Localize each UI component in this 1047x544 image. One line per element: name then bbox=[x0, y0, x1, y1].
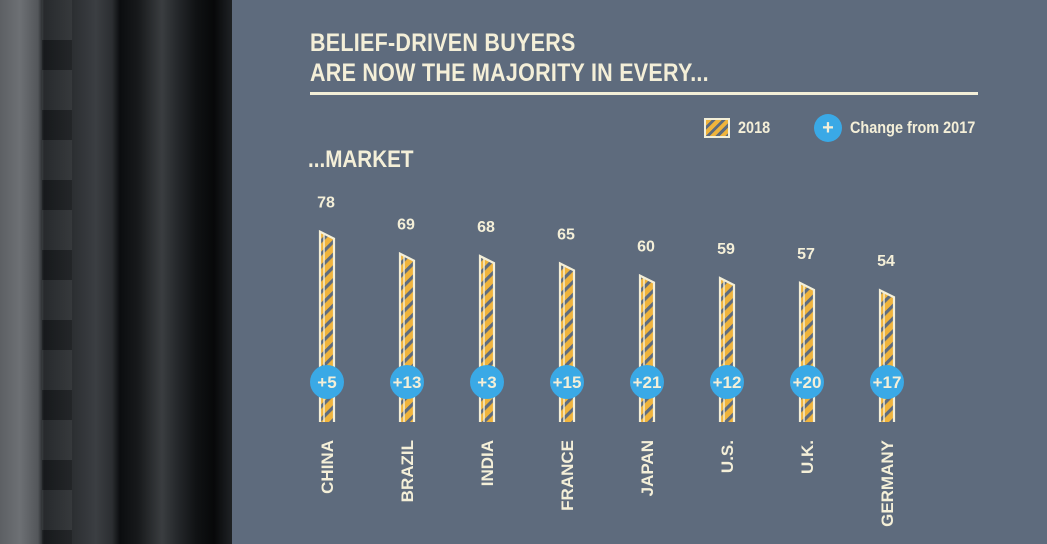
change-badge bbox=[710, 365, 744, 399]
change-badge bbox=[790, 365, 824, 399]
bar bbox=[720, 278, 734, 422]
category-label: FRANCE bbox=[558, 440, 577, 511]
change-badge bbox=[310, 365, 344, 399]
change-badge bbox=[390, 365, 424, 399]
bar-outline bbox=[318, 229, 336, 422]
bar-outline bbox=[718, 276, 736, 422]
hatched-bar-icon bbox=[704, 118, 730, 138]
bar-group: 59 +12 U.S. bbox=[710, 241, 744, 473]
legend-label-change: Change from 2017 bbox=[850, 118, 976, 137]
title-divider bbox=[310, 92, 978, 95]
category-label: BRAZIL bbox=[398, 440, 417, 502]
change-label: +13 bbox=[393, 373, 422, 392]
bar-group: 65 +15 FRANCE bbox=[550, 226, 584, 511]
category-label: U.K. bbox=[798, 440, 817, 474]
change-label: +12 bbox=[713, 373, 742, 392]
plus-circle-icon: + bbox=[814, 114, 842, 142]
data-label: 57 bbox=[797, 246, 815, 263]
data-label: 60 bbox=[637, 239, 655, 256]
chart-title: BELIEF-DRIVEN BUYERS ARE NOW THE MAJORIT… bbox=[310, 28, 709, 88]
bar-outline bbox=[478, 254, 496, 422]
legend-label-2018: 2018 bbox=[738, 118, 771, 137]
bar-outline bbox=[638, 273, 656, 422]
change-label: +5 bbox=[317, 373, 336, 392]
change-badge bbox=[630, 365, 664, 399]
chart-title-line-2: ARE NOW THE MAJORITY IN EVERY... bbox=[310, 59, 709, 87]
data-label: 54 bbox=[877, 253, 895, 270]
change-badge bbox=[550, 365, 584, 399]
legend-item-change: + Change from 2017 bbox=[814, 114, 997, 142]
bar-group: 69 +13 BRAZIL bbox=[390, 217, 424, 502]
change-label: +15 bbox=[553, 373, 582, 392]
bar bbox=[880, 290, 894, 422]
bar-outline bbox=[798, 281, 816, 422]
change-label: +20 bbox=[793, 373, 822, 392]
category-label: GERMANY bbox=[878, 439, 897, 527]
bar-group: 57 +20 U.K. bbox=[790, 246, 824, 474]
change-label: +3 bbox=[477, 373, 496, 392]
bar bbox=[800, 282, 814, 422]
change-badge bbox=[870, 365, 904, 399]
legend-item-2018: 2018 bbox=[704, 114, 776, 142]
change-badge bbox=[470, 365, 504, 399]
category-label: CHINA bbox=[318, 440, 337, 494]
data-label: 59 bbox=[717, 241, 735, 258]
change-label: +17 bbox=[873, 373, 902, 392]
chart-title-line-1: BELIEF-DRIVEN BUYERS bbox=[310, 29, 576, 57]
data-label: 68 bbox=[477, 219, 495, 236]
bar-group: 68 +3 INDIA bbox=[470, 219, 504, 486]
bar-outline bbox=[878, 288, 896, 422]
category-label: U.S. bbox=[718, 440, 737, 473]
bar-outline bbox=[558, 261, 576, 422]
bar bbox=[640, 275, 654, 422]
bar-group: 78 +5 CHINA bbox=[310, 195, 344, 494]
category-label: JAPAN bbox=[638, 440, 657, 496]
bar-group: 54 +17 GERMANY bbox=[870, 253, 904, 527]
section-label: ...MARKET bbox=[308, 146, 414, 173]
bar-group: 60 +21 JAPAN bbox=[630, 239, 664, 496]
background-photo bbox=[0, 0, 232, 544]
category-label: INDIA bbox=[478, 440, 497, 486]
bar-outline bbox=[398, 251, 416, 422]
data-label: 78 bbox=[317, 195, 335, 212]
data-label: 69 bbox=[397, 217, 415, 234]
data-label: 65 bbox=[557, 226, 575, 243]
change-label: +21 bbox=[633, 373, 662, 392]
